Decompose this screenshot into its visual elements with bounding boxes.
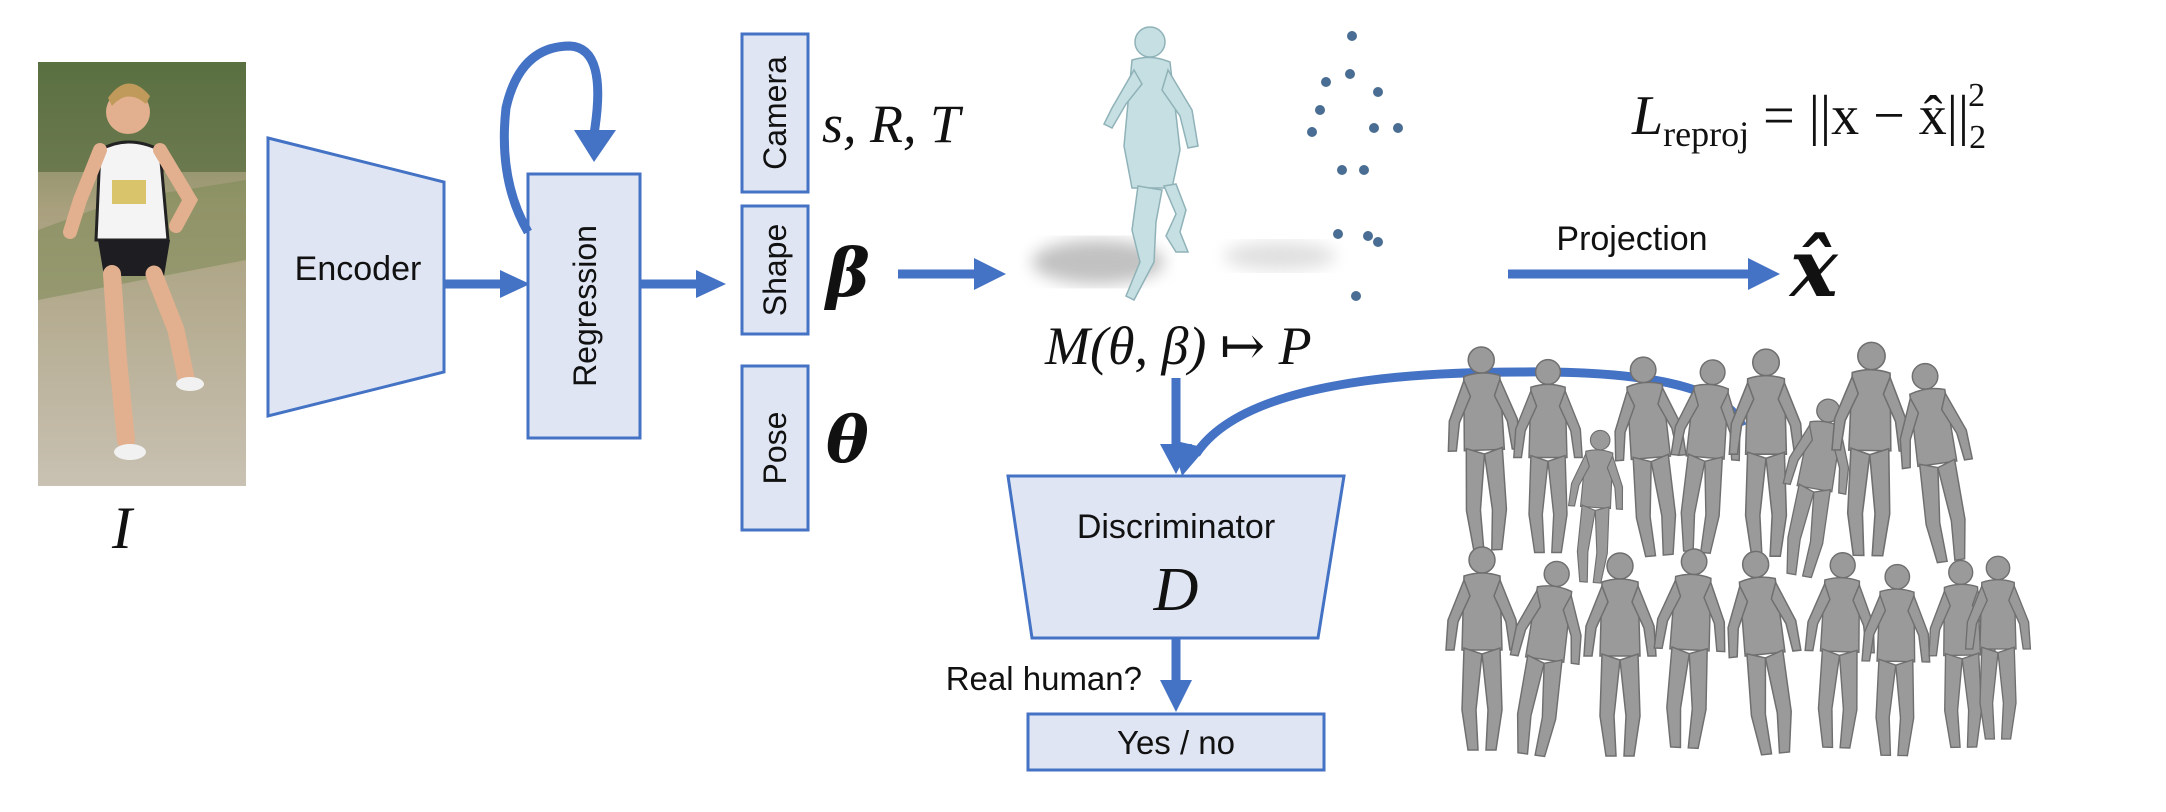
discriminator-symbol: D <box>1153 556 1199 624</box>
human-mesh-16 <box>1861 563 1931 757</box>
body-mesh-3d <box>1032 26 1199 301</box>
encoder-block: Encoder <box>266 136 446 418</box>
arrow-regression-to-params <box>640 270 726 298</box>
arrow-model-to-discriminator <box>1160 378 1192 474</box>
human-mesh-8 <box>1831 341 1909 557</box>
human-mesh-12 <box>1583 552 1657 757</box>
model-equation: M(θ, β) ↦ P <box>1044 316 1312 376</box>
projected-keypoints-symbol: x̂ <box>1788 221 1839 315</box>
human-mesh-13 <box>1653 548 1726 750</box>
human-mesh-14 <box>1727 550 1802 756</box>
projected-joints <box>1224 31 1403 301</box>
input-photo <box>38 62 246 486</box>
runner-figure <box>63 83 204 460</box>
answer-box: Yes / no <box>1026 712 1326 772</box>
human-mesh-5 <box>1670 359 1741 555</box>
input-label: I <box>111 495 135 561</box>
shape-symbol: β <box>823 234 870 312</box>
camera-param-box: Camera <box>740 32 810 194</box>
human-mesh-7 <box>1782 398 1850 579</box>
projection-label: Projection <box>1556 220 1707 258</box>
real-human-meshes <box>1445 341 2032 758</box>
pose-param-box: Pose <box>740 364 810 532</box>
real-human-question: Real human? <box>946 660 1142 697</box>
iterative-loop-arrow <box>499 41 616 235</box>
human-mesh-6 <box>1728 348 1804 557</box>
answer-label: Yes / no <box>1117 724 1235 761</box>
encoder-label: Encoder <box>295 250 422 288</box>
shape-param-box: Shape <box>740 204 810 336</box>
loss-rhs: = ||x − x̂|| <box>1749 85 1969 147</box>
reprojection-loss: Lreproj = ||x − x̂||2 2 <box>1631 77 1986 156</box>
loss-subscript: reproj <box>1663 114 1749 154</box>
human-mesh-3 <box>1567 429 1624 584</box>
arrow-shape-to-model <box>898 258 1006 290</box>
norm-subscript: 2 <box>1969 119 1986 156</box>
loss-symbol: L <box>1631 85 1663 147</box>
projection-arrow: Projection <box>1508 220 1780 290</box>
camera-symbol: s, R, T <box>822 94 964 154</box>
shape-label: Shape <box>757 224 793 317</box>
discriminator-label: Discriminator <box>1077 508 1275 546</box>
pose-symbol: θ <box>826 403 869 478</box>
human-mesh-2 <box>1513 358 1583 554</box>
human-mesh-9 <box>1899 362 1974 564</box>
regression-block: Regression <box>526 172 642 440</box>
human-mesh-10 <box>1445 546 1519 751</box>
camera-label: Camera <box>757 56 793 170</box>
human-mesh-15 <box>1804 552 1875 749</box>
human-mesh-1 <box>1447 346 1522 552</box>
discriminator-block: Discriminator D <box>1006 474 1346 640</box>
arrow-encoder-to-regression <box>444 270 530 298</box>
human-mesh-11 <box>1509 560 1582 758</box>
pose-label: Pose <box>757 412 793 485</box>
norm-superscript: 2 <box>1968 77 1985 114</box>
regression-label: Regression <box>567 225 603 387</box>
arrow-discriminator-to-answer <box>1160 638 1192 712</box>
human-mesh-18 <box>1964 555 2032 740</box>
